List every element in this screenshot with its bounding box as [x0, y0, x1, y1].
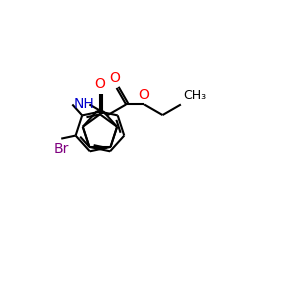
Text: O: O — [94, 76, 105, 91]
Text: CH₃: CH₃ — [183, 89, 206, 102]
Text: O: O — [110, 71, 121, 85]
Text: O: O — [139, 88, 150, 101]
Text: NH: NH — [74, 98, 94, 112]
Text: Br: Br — [53, 142, 69, 156]
